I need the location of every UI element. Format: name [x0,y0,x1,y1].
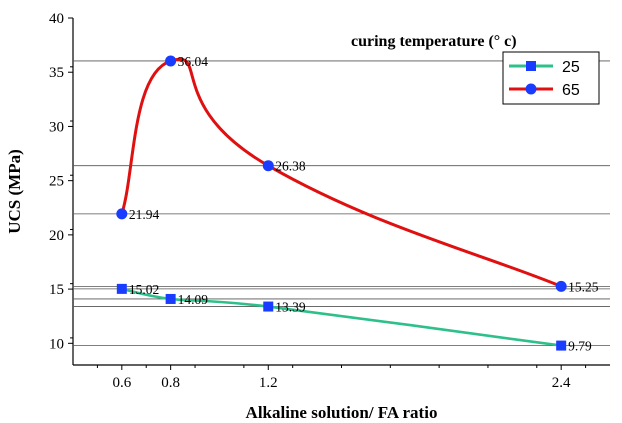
data-point-25 [263,301,274,312]
data-point-65 [262,160,274,172]
series-line-65 [120,57,562,288]
y-tick-label: 25 [49,174,64,190]
legend-marker-65 [525,83,537,95]
data-label: 15.25 [568,279,599,294]
legend-title: curing temperature (° c) [351,33,517,50]
data-point-25 [556,340,567,351]
y-axis-title: UCS (MPa) [5,149,24,234]
y-tick-label: 20 [49,228,64,244]
legend: curing temperature (° c) 25 65 [351,33,600,105]
x-axis-title: Alkaline solution/ FA ratio [246,403,438,422]
legend-label-25: 25 [562,59,580,76]
data-label: 14.09 [178,292,209,307]
x-tick-label: 1.2 [259,375,278,391]
data-point-65 [165,55,177,67]
data-point-25 [165,293,176,304]
data-label: 26.38 [275,159,306,174]
legend-label-65: 65 [562,82,580,99]
data-labels: 15.02 14.09 13.39 9.79 21.94 36.04 26.38 15.25 [129,54,599,354]
x-tick-label: 2.4 [552,375,571,391]
series-markers [116,55,567,351]
data-point-65 [116,208,128,220]
y-tick-label: 30 [49,119,64,135]
y-tick-label: 10 [49,336,64,352]
data-point-65 [555,280,567,292]
legend-marker-25 [526,61,536,71]
data-label: 13.39 [275,300,306,315]
data-label: 15.02 [129,282,159,297]
y-tick-label: 15 [49,282,64,298]
data-label: 21.94 [129,207,160,222]
data-point-25 [116,283,127,294]
legend-box [502,51,600,105]
x-tick-label: 0.6 [112,375,131,391]
data-label: 9.79 [568,339,592,354]
x-tick-label: 0.8 [161,375,180,391]
y-tick-label: 35 [49,65,64,81]
y-tick-label: 40 [49,11,64,27]
axes: 10 15 20 25 30 35 40 0.6 0.8 1.2 2.4 Alkaline solut… [5,11,610,422]
data-label: 36.04 [178,54,209,69]
